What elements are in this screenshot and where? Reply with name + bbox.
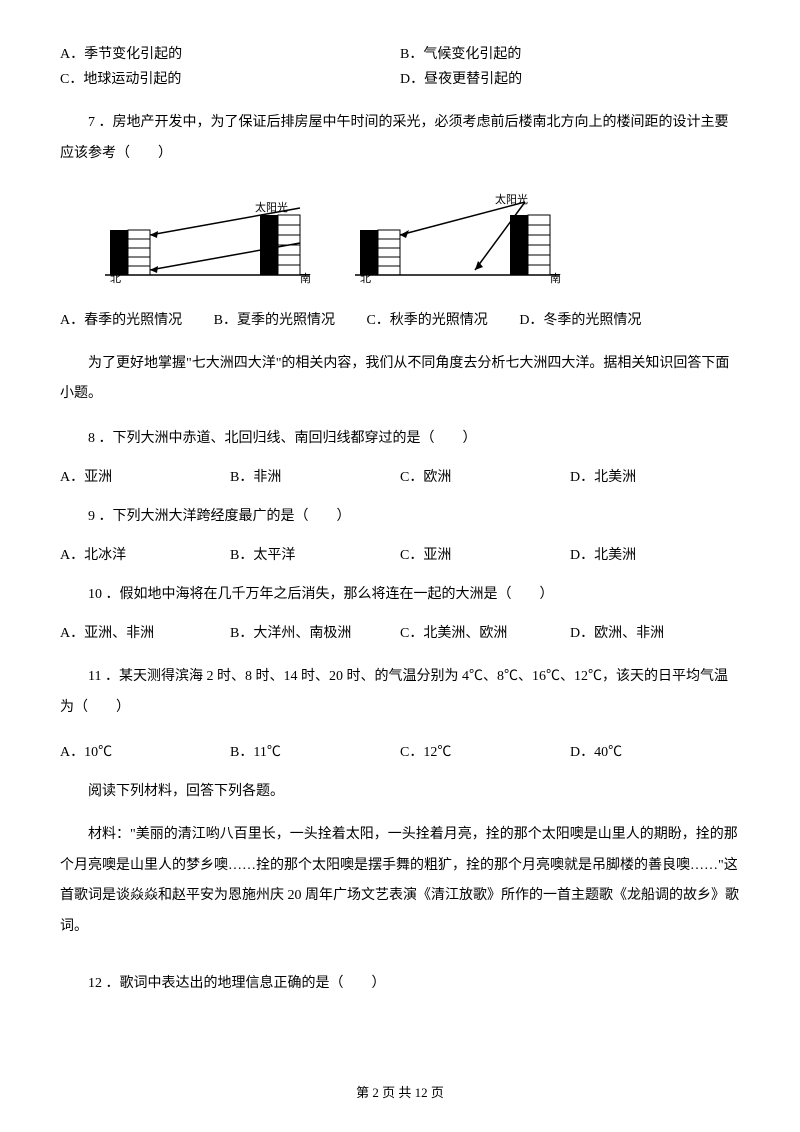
q7-text: 7 ．房地产开发中，为了保证后排房屋中午时间的采光，必须考虑前后楼南北方向上的楼… — [60, 108, 740, 170]
q7-diagram-right: 太阳光 北 南 — [350, 190, 580, 290]
page-footer: 第 2 页 共 12 页 — [0, 1083, 800, 1103]
passage-2-body: 材料："美丽的清江哟八百里长，一头拴着太阳，一头拴着月亮，拴的那个太阳噢是山里人… — [60, 820, 740, 943]
q7-diagram-left: 太阳光 北 南 — [100, 190, 330, 290]
q8-option-c: C．欧洲 — [400, 467, 570, 488]
q7-options: A．春季的光照情况 B．夏季的光照情况 C．秋季的光照情况 D．冬季的光照情况 — [60, 310, 740, 331]
q9-option-d: D．北美洲 — [570, 545, 740, 566]
q11-text: 11 ．某天测得滨海 2 时、8 时、14 时、20 时、的气温分别为 4℃、8… — [60, 662, 740, 724]
q7-diagram-container: 太阳光 北 南 — [100, 190, 740, 290]
q9-text: 9 ．下列大洲大洋跨经度最广的是（ ） — [60, 506, 740, 527]
q11-option-c: C．12℃ — [400, 742, 570, 763]
q6-options-row1: A．季节变化引起的 B．气候变化引起的 — [60, 44, 740, 65]
exam-page: A．季节变化引起的 B．气候变化引起的 C．地球运动引起的 D．昼夜更替引起的 … — [0, 0, 800, 1132]
q10-option-b: B．大洋州、南极洲 — [230, 623, 400, 644]
sun-label-1: 太阳光 — [255, 200, 288, 217]
q8-options: A．亚洲 B．非洲 C．欧洲 D．北美洲 — [60, 467, 740, 488]
q7-option-d: D．冬季的光照情况 — [519, 310, 641, 331]
q10-option-a: A．亚洲、非洲 — [60, 623, 230, 644]
q7-option-a: A．春季的光照情况 — [60, 310, 182, 331]
q9-option-c: C．亚洲 — [400, 545, 570, 566]
passage-2-intro: 阅读下列材料，回答下列各题。 — [60, 781, 740, 802]
q9-option-b: B．太平洋 — [230, 545, 400, 566]
q8-option-b: B．非洲 — [230, 467, 400, 488]
q11-option-b: B．11℃ — [230, 742, 400, 763]
q10-options: A．亚洲、非洲 B．大洋州、南极洲 C．北美洲、欧洲 D．欧洲、非洲 — [60, 623, 740, 644]
q6-option-d: D．昼夜更替引起的 — [400, 69, 740, 90]
north-label-2: 北 — [360, 271, 371, 288]
q10-option-c: C．北美洲、欧洲 — [400, 623, 570, 644]
q11-option-a: A．10℃ — [60, 742, 230, 763]
q6-option-c: C．地球运动引起的 — [60, 69, 400, 90]
south-label-1: 南 — [300, 271, 311, 288]
q11-option-d: D．40℃ — [570, 742, 740, 763]
q9-option-a: A．北冰洋 — [60, 545, 230, 566]
q6-option-a: A．季节变化引起的 — [60, 44, 400, 65]
north-label-1: 北 — [110, 271, 121, 288]
q7-option-b: B．夏季的光照情况 — [214, 310, 335, 331]
q8-option-a: A．亚洲 — [60, 467, 230, 488]
q10-text: 10 ．假如地中海将在几千万年之后消失，那么将连在一起的大洲是（ ） — [60, 584, 740, 605]
sunlight-diagram-low-icon — [350, 190, 580, 290]
q7-option-c: C．秋季的光照情况 — [366, 310, 487, 331]
south-label-2: 南 — [550, 271, 561, 288]
sunlight-diagram-high-icon — [100, 190, 330, 290]
passage-1: 为了更好地掌握"七大洲四大洋"的相关内容，我们从不同角度去分析七大洲四大洋。据相… — [60, 349, 740, 411]
q6-options-row2: C．地球运动引起的 D．昼夜更替引起的 — [60, 69, 740, 90]
q6-option-b: B．气候变化引起的 — [400, 44, 740, 65]
sun-label-2: 太阳光 — [495, 192, 528, 209]
q8-text: 8 ．下列大洲中赤道、北回归线、南回归线都穿过的是（ ） — [60, 428, 740, 449]
q8-option-d: D．北美洲 — [570, 467, 740, 488]
q9-options: A．北冰洋 B．太平洋 C．亚洲 D．北美洲 — [60, 545, 740, 566]
q11-options: A．10℃ B．11℃ C．12℃ D．40℃ — [60, 742, 740, 763]
q10-option-d: D．欧洲、非洲 — [570, 623, 740, 644]
q12-text: 12 ．歌词中表达出的地理信息正确的是（ ） — [60, 973, 740, 994]
